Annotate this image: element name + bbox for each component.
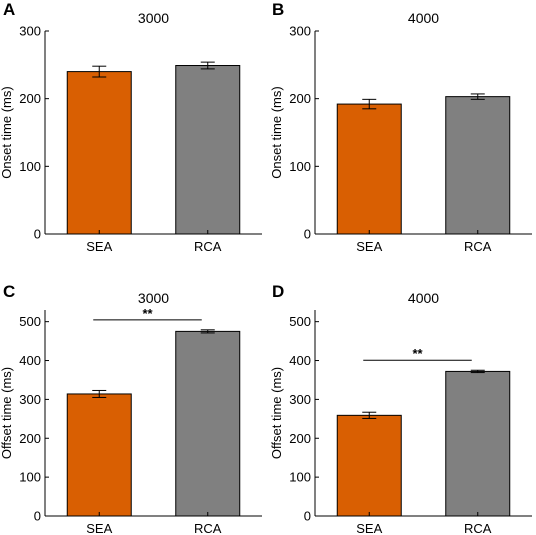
panel-title: 4000 bbox=[408, 10, 439, 26]
panel-letter: A bbox=[3, 0, 15, 19]
panel-letter: B bbox=[272, 0, 284, 19]
panel-letter: D bbox=[272, 282, 284, 301]
y-axis-label: Onset time (ms) bbox=[269, 86, 284, 178]
panel-title: 3000 bbox=[138, 10, 169, 26]
bar-rca bbox=[175, 330, 241, 517]
panel-title: 4000 bbox=[408, 290, 439, 306]
y-tick-label: 200 bbox=[289, 91, 311, 106]
bar-rca bbox=[445, 370, 511, 517]
x-tick-label: SEA bbox=[356, 239, 382, 254]
chart-panel-a: A 3000 0 100 200 300 Onset time (ms) SEA RCA bbox=[0, 0, 262, 254]
panel-title: 3000 bbox=[138, 290, 169, 306]
bar-sea bbox=[336, 414, 402, 517]
x-tick-label: RCA bbox=[194, 521, 222, 535]
y-tick-label: 100 bbox=[19, 159, 41, 174]
x-tick-label: RCA bbox=[194, 239, 222, 254]
bar-sea bbox=[66, 71, 132, 235]
chart-panel-b: B 4000 0 100 200 300 Onset time (ms) SEA RCA bbox=[269, 0, 532, 254]
significance-label: ** bbox=[412, 346, 423, 361]
chart-panel-d: D 4000 0 100 200 300 400 500 Offset time (ms) SEA… bbox=[269, 282, 532, 535]
x-tick-label: SEA bbox=[356, 521, 382, 535]
significance-label: ** bbox=[142, 306, 153, 321]
bar-sea bbox=[66, 393, 132, 517]
y-tick-label: 200 bbox=[19, 91, 41, 106]
y-axis-label: Onset time (ms) bbox=[0, 86, 14, 178]
y-tick-label: 0 bbox=[304, 227, 311, 242]
y-axis-label: Offset time (ms) bbox=[269, 367, 284, 459]
chart-panel-c: C 3000 0 100 200 300 400 500 Offset time (ms) SEA… bbox=[0, 282, 262, 535]
x-tick-label: SEA bbox=[86, 521, 112, 535]
y-tick-label: 400 bbox=[289, 353, 311, 368]
bar-rca bbox=[445, 96, 511, 235]
y-tick-label: 0 bbox=[34, 227, 41, 242]
y-tick-label: 100 bbox=[289, 159, 311, 174]
panel-letter: C bbox=[3, 282, 15, 301]
y-tick-label: 400 bbox=[19, 353, 41, 368]
y-tick-label: 100 bbox=[19, 470, 41, 485]
bar-rca bbox=[175, 65, 241, 235]
x-tick-label: RCA bbox=[464, 521, 492, 535]
y-tick-label: 300 bbox=[289, 392, 311, 407]
y-tick-label: 300 bbox=[19, 24, 41, 39]
x-tick-label: SEA bbox=[86, 239, 112, 254]
y-tick-label: 0 bbox=[304, 509, 311, 524]
y-tick-label: 500 bbox=[289, 314, 311, 329]
y-tick-label: 500 bbox=[19, 314, 41, 329]
x-tick-label: RCA bbox=[464, 239, 492, 254]
bar-sea bbox=[336, 103, 402, 235]
y-tick-label: 0 bbox=[34, 509, 41, 524]
y-tick-label: 200 bbox=[289, 431, 311, 446]
y-tick-label: 100 bbox=[289, 470, 311, 485]
y-tick-label: 300 bbox=[289, 24, 311, 39]
y-tick-label: 200 bbox=[19, 431, 41, 446]
y-axis-label: Offset time (ms) bbox=[0, 367, 14, 459]
y-tick-label: 300 bbox=[19, 392, 41, 407]
